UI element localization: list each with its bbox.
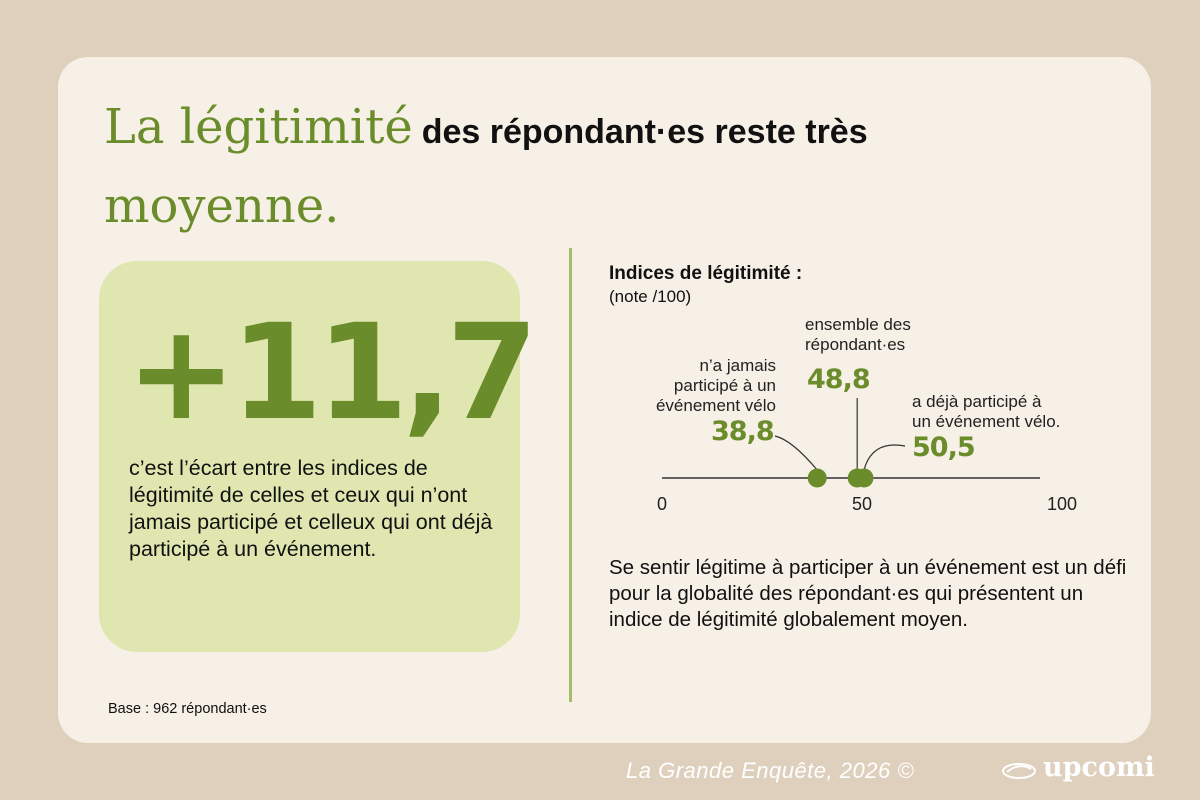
base-note: Base : 962 répondant·es <box>108 701 267 717</box>
title-accent-2: moyenne. <box>104 178 340 234</box>
footer-credit: La Grande Enquête, 2026 © <box>626 758 915 783</box>
point-value-3: 50,5 <box>912 432 976 463</box>
chart-title: Indices de légitimité : <box>609 263 803 284</box>
tick-label-100: 100 <box>1047 494 1078 514</box>
point-label-3-line: un événement vélo. <box>912 412 1061 431</box>
leader-line-3 <box>863 444 906 471</box>
stat-value: +11,7 <box>126 296 538 450</box>
point-label-1-line: événement vélo <box>655 396 776 415</box>
bike-bell-icon <box>1002 763 1036 779</box>
title-accent-1: La légitimité <box>104 99 413 155</box>
point-label-2-line: répondant·es <box>805 335 906 354</box>
tick-label-50: 50 <box>852 494 873 514</box>
point-value-2: 48,8 <box>807 364 871 395</box>
stat-box <box>99 261 520 652</box>
point-label-1-line: n’a jamais <box>699 356 776 375</box>
point-label-1: n’a jamais participé à un événement vélo <box>628 356 776 416</box>
conclusion-text: Se sentir légitime à participer à un évé… <box>609 556 1127 631</box>
data-point-3 <box>854 468 874 488</box>
tick-label-0: 0 <box>657 494 668 514</box>
point-label-3-line: a déjà participé à <box>912 392 1042 411</box>
point-label-2: ensemble des répondant·es <box>805 315 965 355</box>
vertical-divider <box>569 248 572 702</box>
leader-line-1 <box>774 435 818 471</box>
data-point-1 <box>807 468 827 488</box>
point-label-2-line: ensemble des <box>805 315 911 334</box>
stat-description: c’est l’écart entre les indices de légit… <box>129 456 493 561</box>
title-rest: des répondant·es reste très <box>421 113 868 151</box>
brand-logo: upcomi <box>1043 752 1155 783</box>
page-title: La légitimité des répondant·es reste trè… <box>104 90 1104 248</box>
chart-subtitle: (note /100) <box>609 287 692 306</box>
point-label-1-line: participé à un <box>673 376 776 395</box>
point-label-3: a déjà participé à un événement vélo. <box>912 392 1102 432</box>
point-value-1: 38,8 <box>711 416 775 447</box>
